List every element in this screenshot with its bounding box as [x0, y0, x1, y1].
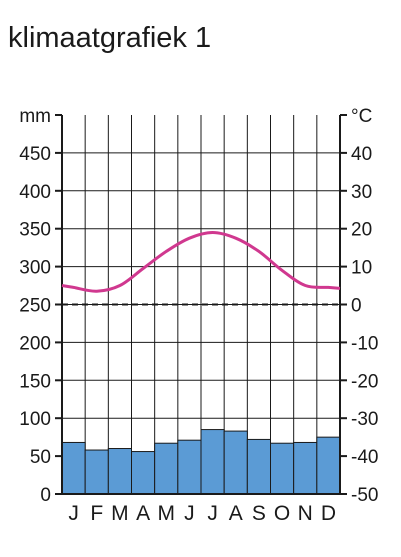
month-label: J	[184, 502, 195, 525]
left-tick-label: 300	[19, 258, 51, 279]
left-tick-label: 400	[19, 182, 51, 203]
precipitation-bar	[316, 436, 341, 495]
left-tick-label: 50	[30, 447, 51, 468]
precipitation-bar	[131, 451, 156, 495]
precipitation-bar	[61, 441, 86, 495]
left-tick-label: 100	[19, 409, 51, 430]
temperature-line-group	[61, 230, 341, 293]
month-label: M	[111, 502, 129, 525]
left-axis-unit: mm	[19, 106, 51, 127]
left-tick-label: 450	[19, 144, 51, 165]
month-label: J	[68, 502, 79, 525]
precipitation-bar	[246, 438, 271, 495]
precipitation-bar	[293, 441, 318, 495]
precipitation-bar	[270, 442, 295, 495]
right-tick-label: 20	[351, 220, 372, 241]
right-tick-label: -40	[351, 447, 378, 468]
temperature-line	[61, 230, 341, 293]
month-label: S	[252, 502, 266, 525]
precipitation-bars	[61, 429, 341, 495]
month-label: F	[90, 502, 103, 525]
right-tick-label: 40	[351, 144, 372, 165]
right-axis-unit: °C	[351, 106, 372, 127]
month-label: D	[321, 502, 336, 525]
precipitation-bar	[200, 429, 225, 495]
left-tick-label: 0	[40, 485, 51, 506]
left-tick-label: 350	[19, 220, 51, 241]
month-label: M	[158, 502, 176, 525]
left-tick-label: 150	[19, 371, 51, 392]
right-tick-label: 0	[351, 296, 362, 317]
precipitation-bar	[84, 449, 109, 495]
plot-frame	[55, 114, 347, 495]
right-tick-label: 10	[351, 258, 372, 279]
precipitation-bar	[223, 430, 248, 495]
axis-labels: 050100150200250300350400450mm-50-40-30-2…	[19, 106, 378, 525]
precipitation-bar	[177, 439, 202, 495]
month-label: A	[136, 502, 150, 525]
month-label: N	[298, 502, 313, 525]
right-tick-label: -20	[351, 371, 378, 392]
right-tick-label: -30	[351, 409, 378, 430]
left-tick-label: 200	[19, 333, 51, 354]
month-label: J	[207, 502, 218, 525]
chart-title: klimaatgrafiek 1	[8, 22, 212, 54]
right-tick-label: -50	[351, 485, 378, 506]
precipitation-bar	[154, 442, 179, 495]
month-label: A	[229, 502, 243, 525]
left-tick-label: 250	[19, 296, 51, 317]
month-label: O	[274, 502, 290, 525]
right-tick-label: 30	[351, 182, 372, 203]
right-tick-label: -10	[351, 333, 378, 354]
precipitation-bar	[107, 448, 133, 495]
